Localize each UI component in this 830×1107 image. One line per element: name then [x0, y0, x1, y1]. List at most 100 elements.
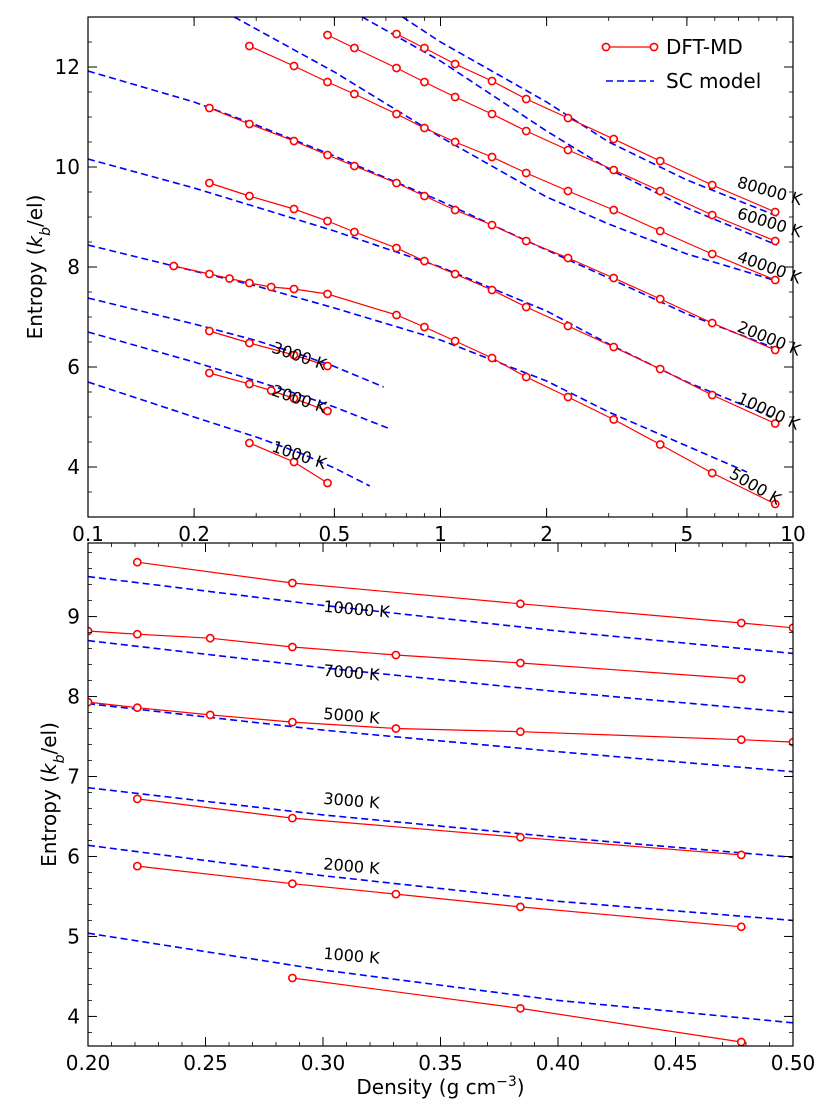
top-dft-md-20000-k-point: [323, 150, 332, 160]
bottom-y-tick-label: 7: [67, 765, 80, 789]
bottom-dft-md-1000-k-point: [736, 1037, 746, 1046]
bottom-y-tick-label: 8: [67, 685, 80, 709]
top-dft-md-3000-k-series: [204, 326, 332, 371]
top-sc-model-5000-k-line: [88, 244, 748, 473]
top-dft-md-10000-k-point: [244, 191, 254, 201]
top-dft-md-5000-k-series: [169, 261, 780, 509]
top-dft-md-2000-k-point: [266, 386, 276, 395]
top-dft-md-5000-k-point: [609, 415, 619, 424]
bottom-x-axis-title: Density (g cm−3): [356, 1074, 524, 1099]
bottom-x-tick-label: 0.25: [183, 1051, 228, 1075]
bottom-x-tick-label: 0.40: [536, 1051, 581, 1075]
top-dft-md-10000-k-series: [204, 178, 780, 428]
top-dft-md-2000-k-point: [289, 394, 299, 403]
top-dft-md-20000-k-point: [392, 178, 401, 188]
top-dft-md-2000-k-point: [323, 406, 332, 416]
bottom-y-tick-label: 6: [67, 844, 80, 868]
bottom-x-tick-label: 0.50: [771, 1051, 816, 1075]
top-sc-model-2000-k-line: [88, 331, 391, 430]
bottom-dft-md-2000-k-point: [736, 922, 746, 932]
top-y-tick-label: 12: [55, 55, 80, 79]
bottom-curve-label: 3000 K: [323, 789, 381, 813]
top-sc-model-40000-k-line: [233, 17, 778, 282]
top-dft-md-5000-k-point: [266, 282, 276, 292]
top-dft-md-80000-k-series: [392, 29, 780, 217]
top-dft-md-3000-k-line: [209, 330, 328, 367]
bottom-curve-label: 2000 K: [323, 854, 381, 878]
bottom-dft-md-5000-k-point: [516, 727, 525, 737]
top-dft-md-20000-k-point: [487, 220, 497, 230]
top-dft-md-40000-k-point: [289, 61, 299, 71]
top-dft-md-10000-k-point: [289, 204, 299, 214]
top-dft-md-10000-k-point: [655, 364, 665, 374]
legend-label: DFT-MD: [666, 35, 743, 59]
top-dft-md-10000-k-point: [349, 227, 359, 237]
top-dft-md-20000-k-point: [707, 318, 717, 328]
top-dft-md-10000-k-point: [707, 390, 717, 400]
bottom-dft-md-2000-k-point: [287, 879, 297, 889]
bottom-x-tick-label: 0.45: [653, 1051, 698, 1075]
bottom-sc-model-1000-k-line: [88, 932, 793, 1024]
top-dft-md-80000-k-line: [396, 33, 776, 213]
top-x-tick-label: 10: [780, 522, 805, 546]
top-x-tick-label: 1: [434, 522, 447, 546]
bottom-sc-model-2000-k-line: [88, 844, 793, 922]
top-dft-md-20000-k-series: [204, 103, 780, 355]
top-dft-md-5000-k-point: [655, 440, 665, 449]
top-dft-md-60000-k-point: [770, 236, 780, 246]
top-dft-md-3000-k-point: [244, 338, 254, 348]
bottom-dft-md-5000-k-line: [88, 701, 793, 743]
top-dft-md-60000-k-point: [609, 165, 619, 175]
top-dft-md-3000-k-point: [289, 350, 299, 360]
bottom-sc-model-10000-k-line: [88, 575, 793, 655]
bottom-dft-md-5000-k-point: [132, 703, 142, 713]
top-dft-md-60000-k-point: [349, 43, 359, 53]
top-dft-md-20000-k-point: [450, 205, 460, 215]
top-dft-md-80000-k-point: [487, 76, 497, 86]
bottom-dft-md-7000-k-point: [205, 633, 215, 643]
bottom-curve-label: 1000 K: [323, 944, 381, 968]
top-dft-md-20000-k-point: [770, 345, 780, 355]
bottom-curve-label: 5000 K: [323, 704, 381, 728]
top-dft-md-60000-k-point: [323, 30, 332, 40]
top-dft-md-2000-k-point: [204, 368, 214, 378]
bottom-dft-md-10000-k-point: [132, 557, 142, 567]
bottom-dft-md-3000-k-series: [132, 794, 746, 860]
bottom-dft-md-7000-k-point: [132, 629, 142, 639]
top-dft-md-3000-k-point: [323, 361, 332, 371]
bottom-dft-md-2000-k-series: [132, 861, 746, 932]
top-dft-md-10000-k-point: [563, 321, 573, 331]
top-dft-md-40000-k-point: [349, 89, 359, 99]
top-dft-md-5000-k-point: [225, 274, 234, 283]
top-dft-md-1000-k-point: [244, 438, 254, 448]
top-dft-md-60000-k-point: [707, 210, 717, 220]
top-dft-md-5000-k-point: [487, 353, 497, 363]
top-dft-md-10000-k-point: [521, 302, 531, 312]
top-dft-md-80000-k-point: [770, 207, 780, 217]
top-dft-md-10000-k-point: [770, 419, 780, 428]
bottom-x-tick-label: 0.30: [301, 1051, 346, 1075]
legend-dft-md-marker: [649, 42, 659, 52]
top-dft-md-10000-k-point: [419, 256, 429, 266]
top-dft-md-20000-k-point: [289, 136, 299, 146]
top-dft-md-40000-k-point: [655, 226, 665, 236]
bottom-sc-model-3000-k-line: [88, 786, 793, 859]
top-dft-md-60000-k-point: [450, 92, 460, 102]
bottom-dft-md-1000-k-series: [287, 973, 746, 1046]
bottom-y-tick-label: 5: [67, 924, 80, 948]
bottom-plot-area: [88, 557, 793, 1046]
top-y-tick-label: 4: [67, 455, 80, 479]
top-dft-md-2000-k-series: [204, 368, 332, 416]
top-dft-md-80000-k-point: [563, 113, 573, 123]
bottom-dft-md-5000-k-point: [391, 724, 401, 733]
top-x-tick-label: 0.5: [318, 522, 350, 546]
bottom-dft-md-3000-k-point: [516, 832, 525, 842]
top-dft-md-20000-k-point: [563, 253, 573, 263]
top-dft-md-20000-k-point: [349, 161, 359, 171]
top-y-tick-label: 10: [55, 155, 80, 179]
bottom-dft-md-3000-k-point: [132, 794, 142, 804]
top-sc-model-3000-k-line: [88, 297, 385, 388]
bottom-dft-md-2000-k-point: [516, 902, 525, 912]
